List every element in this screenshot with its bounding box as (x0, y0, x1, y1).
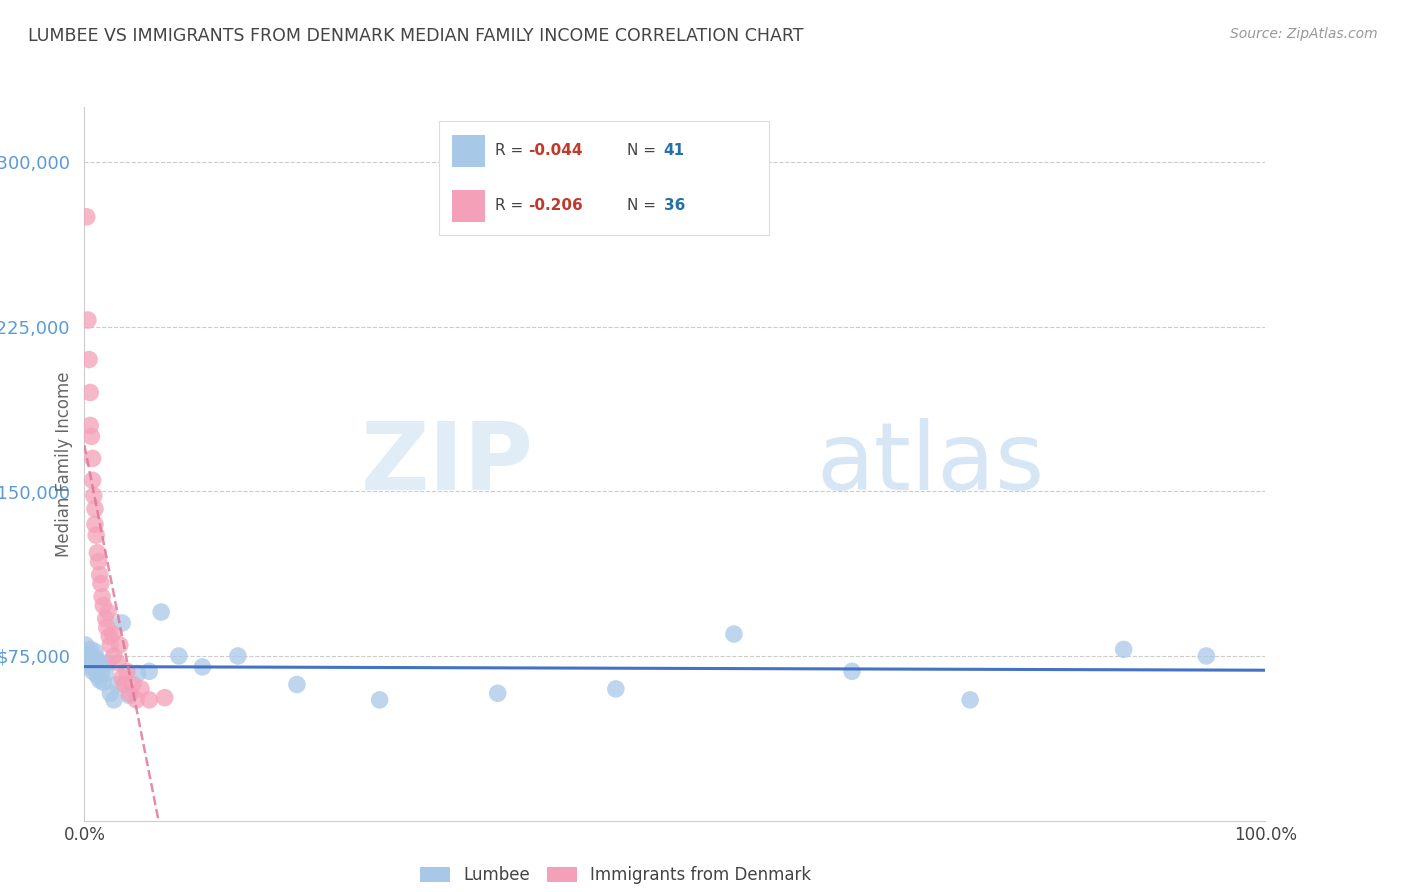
Point (98, 686, 121, 700)
Point (118, 686, 141, 700)
Point (84, 517, 107, 532)
Point (82, 653, 104, 667)
Point (86, 546, 108, 560)
Point (138, 693, 160, 707)
Point (723, 627, 745, 641)
Point (111, 615, 134, 630)
Point (80, 429, 103, 443)
Point (486, 686, 509, 700)
Y-axis label: Median Family Income: Median Family Income (55, 371, 73, 557)
Point (79, 385, 101, 400)
Point (167, 648, 190, 663)
Point (1195, 648, 1218, 663)
Point (97, 605, 120, 619)
Point (285, 677, 308, 691)
Point (76, 210, 98, 224)
Text: Source: ZipAtlas.com: Source: ZipAtlas.com (1230, 27, 1378, 41)
Text: LUMBEE VS IMMIGRANTS FROM DENMARK MEDIAN FAMILY INCOME CORRELATION CHART: LUMBEE VS IMMIGRANTS FROM DENMARK MEDIAN… (28, 27, 804, 45)
Point (86, 669, 108, 683)
Point (101, 627, 124, 641)
Point (87, 656, 110, 670)
Point (90, 660, 112, 674)
Point (77, 352, 100, 367)
Point (226, 648, 249, 663)
Point (98, 638, 121, 652)
Point (77, 313, 100, 327)
Text: ZIP: ZIP (360, 417, 533, 510)
Point (89, 673, 111, 687)
Point (98, 629, 121, 643)
Point (94, 666, 117, 681)
Point (841, 665, 863, 679)
Point (91, 665, 114, 679)
Point (1112, 642, 1135, 657)
Point (90, 576, 112, 591)
Point (91, 590, 114, 604)
Point (111, 671, 134, 685)
Point (129, 681, 152, 696)
Point (79, 642, 101, 657)
Point (82, 665, 104, 679)
Point (91, 599, 114, 613)
Point (97, 656, 120, 670)
Point (84, 528, 107, 542)
Point (84, 644, 107, 658)
Point (125, 693, 148, 707)
Point (107, 656, 129, 670)
Point (83, 657, 105, 672)
Point (94, 612, 117, 626)
Point (121, 677, 143, 691)
Point (103, 693, 125, 707)
Point (368, 693, 391, 707)
Point (89, 567, 111, 582)
Point (103, 648, 125, 663)
Legend: Lumbee, Immigrants from Denmark: Lumbee, Immigrants from Denmark (413, 860, 818, 891)
Point (127, 666, 149, 681)
Point (80, 648, 103, 663)
Point (79, 418, 101, 433)
Point (87, 555, 110, 569)
Point (84, 651, 107, 665)
Point (76, 647, 98, 661)
Point (77, 651, 100, 665)
Point (79, 660, 101, 674)
Point (91, 675, 114, 690)
Point (84, 501, 107, 516)
Point (138, 665, 160, 679)
Point (75, 638, 97, 652)
Point (115, 665, 138, 679)
Point (77, 656, 100, 670)
Point (108, 638, 131, 652)
Point (153, 690, 176, 705)
Point (82, 451, 104, 466)
Point (82, 473, 104, 487)
Point (191, 660, 214, 674)
Point (959, 693, 981, 707)
Point (118, 689, 141, 703)
Point (83, 489, 105, 503)
Point (605, 681, 627, 696)
Point (114, 677, 136, 691)
Point (84, 662, 107, 676)
Point (150, 605, 173, 619)
Point (96, 620, 118, 634)
Point (107, 677, 129, 691)
Text: atlas: atlas (817, 417, 1045, 510)
